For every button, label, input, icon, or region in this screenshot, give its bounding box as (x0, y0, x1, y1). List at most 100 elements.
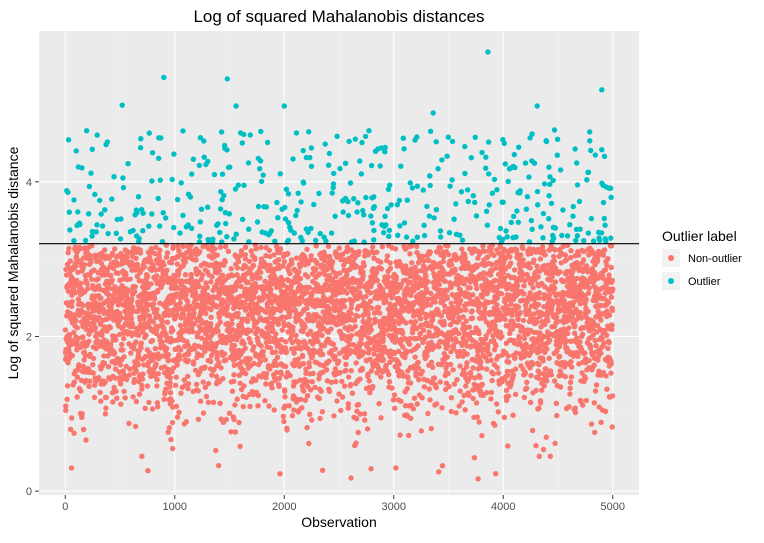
non-outlier-point (409, 260, 414, 265)
non-outlier-point (518, 310, 523, 315)
non-outlier-point (490, 378, 495, 383)
outlier-point (102, 207, 107, 212)
non-outlier-point (208, 359, 213, 364)
non-outlier-point (440, 463, 445, 468)
non-outlier-point (502, 317, 507, 322)
outlier-point (134, 210, 139, 215)
non-outlier-point (150, 338, 155, 343)
outlier-point (77, 222, 82, 227)
non-outlier-point (306, 441, 311, 446)
non-outlier-point (456, 331, 461, 336)
non-outlier-point (91, 356, 96, 361)
non-outlier-point (521, 283, 526, 288)
non-outlier-point (269, 385, 274, 390)
non-outlier-point (426, 258, 431, 263)
non-outlier-point (563, 374, 568, 379)
outlier-point (402, 220, 407, 225)
non-outlier-point (538, 256, 543, 261)
non-outlier-point (64, 397, 69, 402)
outlier-point (354, 209, 359, 214)
non-outlier-point (443, 279, 448, 284)
non-outlier-point (145, 308, 150, 313)
outlier-point (258, 129, 263, 134)
outlier-point (570, 214, 575, 219)
outlier-point (198, 219, 203, 224)
outlier-point (149, 178, 154, 183)
non-outlier-point (136, 362, 141, 367)
non-outlier-point (317, 396, 322, 401)
non-outlier-point (332, 354, 337, 359)
outlier-point (424, 204, 429, 209)
outlier-point (427, 213, 432, 218)
non-outlier-point (224, 417, 229, 422)
outlier-point (535, 202, 540, 207)
outlier-point (313, 238, 318, 243)
outlier-point (532, 161, 537, 166)
outlier-point (438, 228, 443, 233)
non-outlier-point (134, 399, 139, 404)
non-outlier-point (266, 403, 271, 408)
outlier-point (269, 228, 274, 233)
non-outlier-point (161, 262, 166, 267)
outlier-point (275, 215, 280, 220)
non-outlier-point (542, 383, 547, 388)
non-outlier-point (173, 383, 178, 388)
non-outlier-point (552, 441, 557, 446)
non-outlier-point (445, 296, 450, 301)
non-outlier-point (428, 291, 433, 296)
non-outlier-point (523, 370, 528, 375)
outlier-point (427, 173, 432, 178)
non-outlier-point (449, 409, 454, 414)
non-outlier-point (333, 379, 338, 384)
non-outlier-point (196, 417, 201, 422)
non-outlier-point (202, 364, 207, 369)
non-outlier-point (98, 295, 103, 300)
outlier-point (217, 230, 222, 235)
outlier-point (351, 196, 356, 201)
non-outlier-point (191, 310, 196, 315)
non-outlier-point (161, 397, 166, 402)
non-outlier-point (120, 347, 125, 352)
non-outlier-point (605, 256, 610, 261)
outlier-point (150, 150, 155, 155)
non-outlier-point (337, 245, 342, 250)
non-outlier-point (273, 349, 278, 354)
non-outlier-point (247, 404, 252, 409)
outlier-point (513, 234, 518, 239)
non-outlier-point (414, 244, 419, 249)
outlier-point (577, 199, 582, 204)
outlier-point (177, 230, 182, 235)
outlier-point (309, 164, 314, 169)
non-outlier-point (418, 316, 423, 321)
non-outlier-point (547, 356, 552, 361)
non-outlier-point (582, 350, 587, 355)
non-outlier-point (154, 273, 159, 278)
non-outlier-point (211, 400, 216, 405)
non-outlier-point (118, 381, 123, 386)
non-outlier-point (552, 286, 557, 291)
outlier-point (587, 138, 592, 143)
non-outlier-point (241, 404, 246, 409)
outlier-point (67, 210, 72, 215)
non-outlier-point (359, 341, 364, 346)
outlier-point (111, 174, 116, 179)
outlier-point (353, 136, 358, 141)
non-outlier-point (569, 374, 574, 379)
non-outlier-point (512, 356, 517, 361)
non-outlier-point (128, 350, 133, 355)
non-outlier-point (389, 385, 394, 390)
non-outlier-point (194, 382, 199, 387)
non-outlier-point (600, 336, 605, 341)
non-outlier-point (588, 345, 593, 350)
non-outlier-point (313, 266, 318, 271)
non-outlier-point (83, 437, 88, 442)
non-outlier-point (268, 287, 273, 292)
outlier-point (234, 232, 239, 237)
outlier-point (586, 230, 591, 235)
non-outlier-point (259, 343, 264, 348)
outlier-point (246, 227, 251, 232)
non-outlier-point (264, 371, 269, 376)
non-outlier-point (82, 262, 87, 267)
non-outlier-point (480, 382, 485, 387)
